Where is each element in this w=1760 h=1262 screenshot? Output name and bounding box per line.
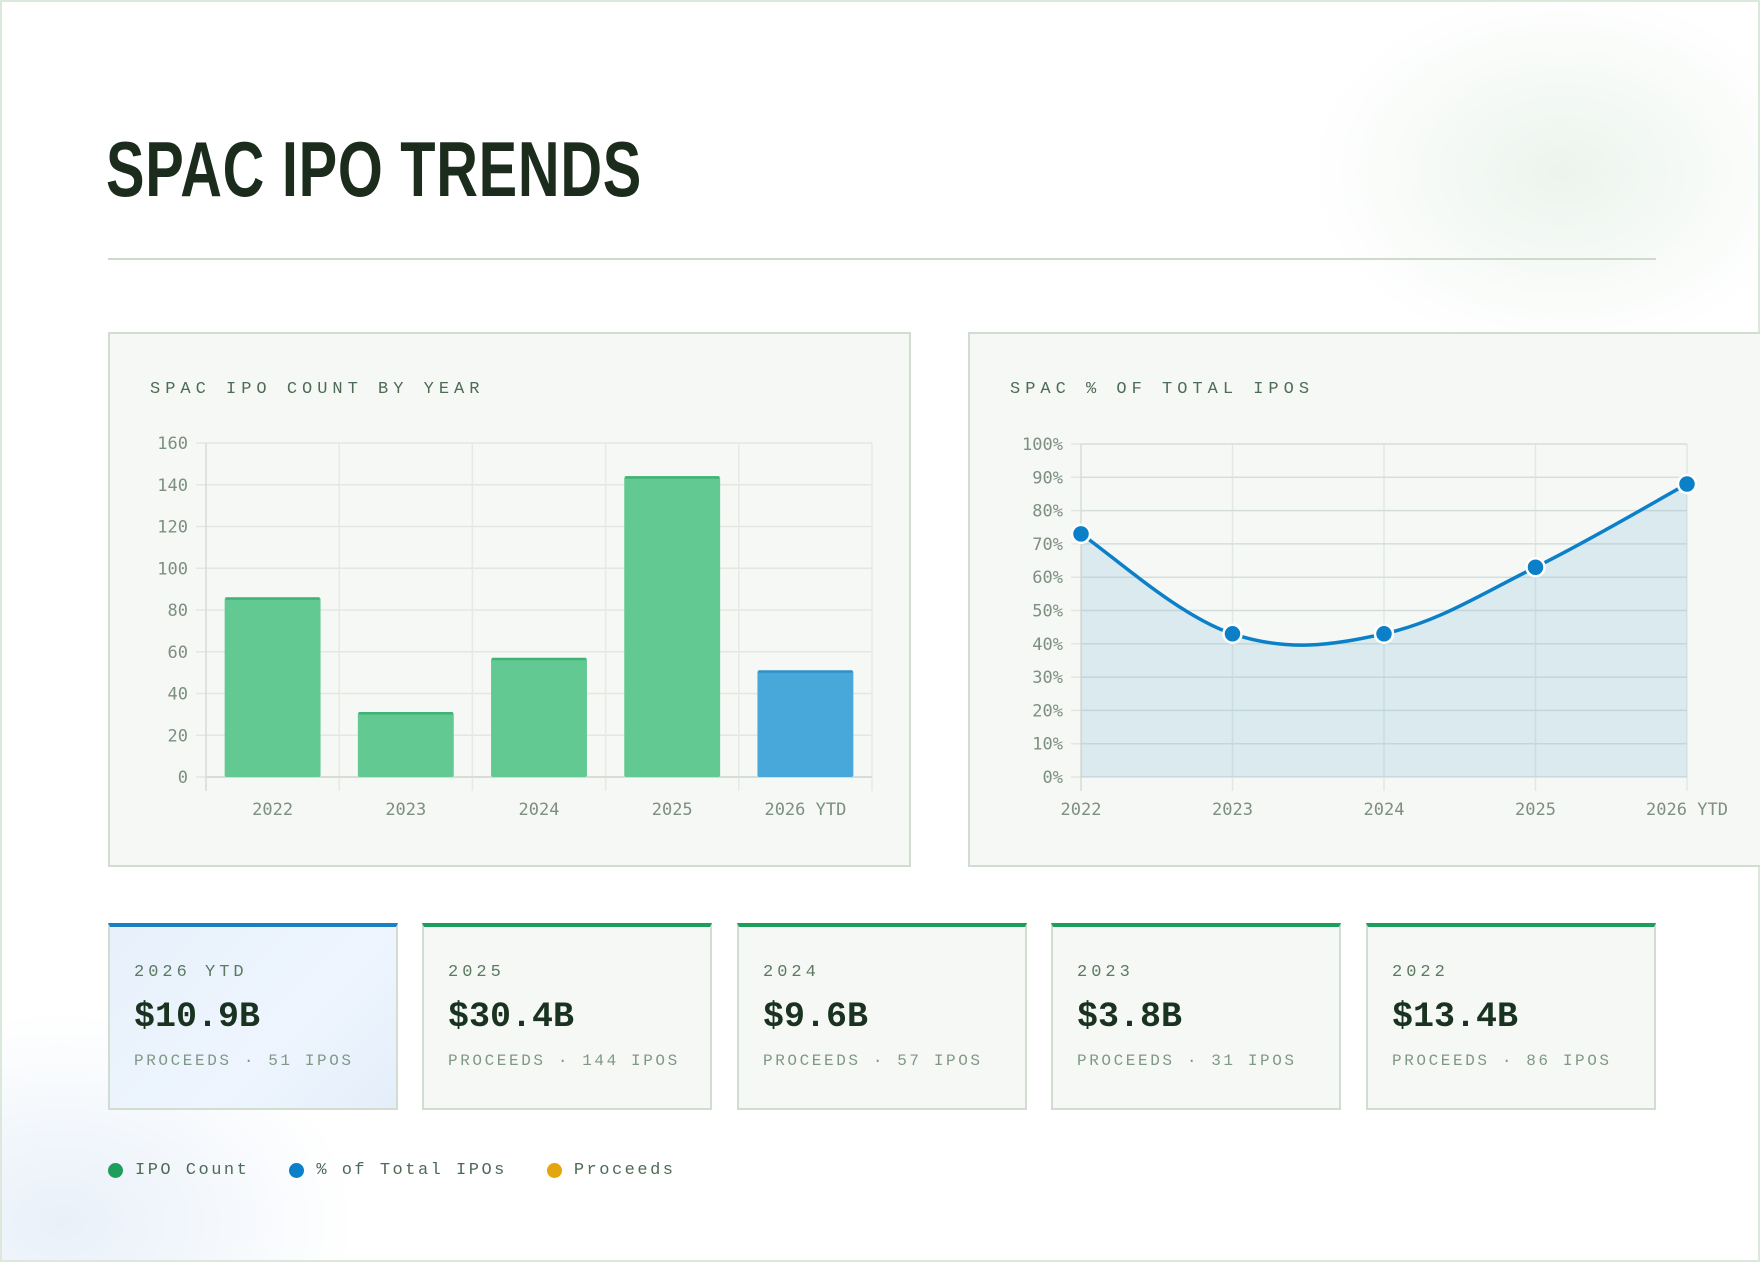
area-fill bbox=[1081, 483, 1687, 777]
page-title: SPAC IPO TRENDS bbox=[106, 125, 642, 213]
ipo-count-chart-panel: SPAC IPO COUNT BY YEAR 0 20 40 60 80 100 120 14… bbox=[108, 332, 911, 867]
data-point bbox=[1373, 623, 1395, 645]
bar bbox=[757, 670, 854, 777]
data-point bbox=[1525, 556, 1546, 578]
card-value: $10.9B bbox=[134, 997, 261, 1037]
y-tick-label: 30% bbox=[1032, 668, 1063, 688]
header-divider bbox=[108, 258, 1656, 260]
pct-total-chart-panel: SPAC % OF TOTAL IPOS 0% 10% 20% 30% 40% 50% 60… bbox=[968, 332, 1760, 867]
proceeds-cards: 2026 YTD $10.9B PROCEEDS · 51 IPOS 2025 … bbox=[108, 923, 1656, 1110]
card-subtitle: PROCEEDS · 57 IPOS bbox=[763, 1052, 983, 1070]
bar bbox=[224, 597, 321, 777]
y-tick-label: 80 bbox=[168, 601, 188, 621]
y-tick-label: 50% bbox=[1032, 602, 1063, 622]
card-value: $30.4B bbox=[448, 997, 575, 1037]
legend-dot-icon bbox=[546, 1162, 562, 1178]
card-subtitle: PROCEEDS · 144 IPOS bbox=[448, 1052, 680, 1070]
legend-label: % of Total IPOs bbox=[316, 1160, 507, 1180]
card-year: 2023 bbox=[1077, 963, 1134, 982]
card-value: $13.4B bbox=[1392, 997, 1519, 1037]
proceeds-card-2023: 2023 $3.8B PROCEEDS · 31 IPOS bbox=[1051, 923, 1341, 1110]
bar bbox=[491, 658, 587, 777]
y-tick-label: 10% bbox=[1032, 735, 1063, 755]
bar bbox=[624, 476, 721, 777]
x-tick-label: 2025 bbox=[652, 800, 693, 820]
x-tick-label: 2024 bbox=[519, 800, 560, 820]
y-tick-label: 70% bbox=[1032, 535, 1063, 555]
x-tick-label: 2023 bbox=[385, 800, 426, 820]
y-tick-label: 0% bbox=[1043, 768, 1063, 788]
y-tick-label: 160 bbox=[157, 434, 188, 454]
y-tick-label: 60 bbox=[168, 643, 188, 663]
y-tick-label: 0 bbox=[178, 768, 188, 788]
card-subtitle: PROCEEDS · 31 IPOS bbox=[1077, 1052, 1297, 1070]
x-tick-label: 2024 bbox=[1364, 800, 1405, 820]
y-tick-label: 40 bbox=[168, 685, 188, 705]
proceeds-card-2024: 2024 $9.6B PROCEEDS · 57 IPOS bbox=[737, 923, 1027, 1110]
y-tick-label: 80% bbox=[1032, 502, 1063, 522]
legend-item-pct-total: % of Total IPOs bbox=[289, 1161, 507, 1180]
card-year: 2026 YTD bbox=[134, 963, 248, 982]
y-tick-label: 20% bbox=[1032, 701, 1063, 721]
ipo-count-chart-title: SPAC IPO COUNT BY YEAR bbox=[150, 380, 485, 399]
card-value: $3.8B bbox=[1077, 997, 1183, 1037]
y-tick-label: 100 bbox=[157, 559, 188, 579]
y-tick-label: 20 bbox=[168, 726, 188, 746]
legend-item-ipo-count: IPO Count bbox=[108, 1161, 249, 1180]
bar bbox=[357, 712, 454, 777]
card-year: 2024 bbox=[763, 963, 820, 982]
y-tick-label: 90% bbox=[1032, 468, 1063, 488]
y-tick-label: 120 bbox=[157, 518, 188, 538]
y-tick-label: 40% bbox=[1032, 635, 1063, 655]
data-point bbox=[1070, 523, 1092, 545]
x-tick-label: 2026 YTD bbox=[1646, 800, 1728, 820]
legend-label: Proceeds bbox=[573, 1160, 676, 1180]
card-value: $9.6B bbox=[763, 997, 869, 1037]
data-point bbox=[1222, 623, 1243, 645]
legend: IPO Count % of Total IPOs Proceeds bbox=[108, 1158, 675, 1182]
x-tick-label: 2026 YTD bbox=[764, 800, 846, 820]
legend-dot-icon bbox=[289, 1162, 305, 1178]
data-point bbox=[1676, 473, 1698, 495]
x-tick-label: 2022 bbox=[1061, 800, 1102, 820]
card-subtitle: PROCEEDS · 51 IPOS bbox=[134, 1052, 354, 1070]
x-tick-label: 2023 bbox=[1212, 800, 1253, 820]
y-tick-label: 140 bbox=[157, 476, 188, 496]
x-tick-label: 2022 bbox=[252, 800, 293, 820]
ipo-count-bar-chart: 0 20 40 60 80 100 120 140 160 2022 2023 2024 2025 202… bbox=[157, 434, 873, 820]
card-year: 2022 bbox=[1392, 963, 1449, 982]
proceeds-card-2025: 2025 $30.4B PROCEEDS · 144 IPOS bbox=[422, 923, 712, 1110]
pct-total-chart-title: SPAC % OF TOTAL IPOS bbox=[1010, 380, 1315, 399]
legend-dot-icon bbox=[108, 1162, 123, 1178]
legend-label: IPO Count bbox=[135, 1160, 250, 1180]
legend-item-proceeds: Proceeds bbox=[546, 1160, 676, 1180]
pct-total-line-chart: 0% 10% 20% 30% 40% 50% 60% 70% 80% 90% 100% 2022 202… bbox=[1022, 435, 1728, 820]
y-tick-label: 100% bbox=[1022, 435, 1063, 455]
x-tick-label: 2025 bbox=[1515, 800, 1556, 820]
y-tick-label: 60% bbox=[1032, 568, 1063, 588]
proceeds-card-2026-ytd: 2026 YTD $10.9B PROCEEDS · 51 IPOS bbox=[108, 923, 398, 1110]
card-year: 2025 bbox=[448, 963, 505, 982]
card-subtitle: PROCEEDS · 86 IPOS bbox=[1392, 1052, 1612, 1070]
proceeds-card-2022: 2022 $13.4B PROCEEDS · 86 IPOS bbox=[1366, 923, 1656, 1110]
